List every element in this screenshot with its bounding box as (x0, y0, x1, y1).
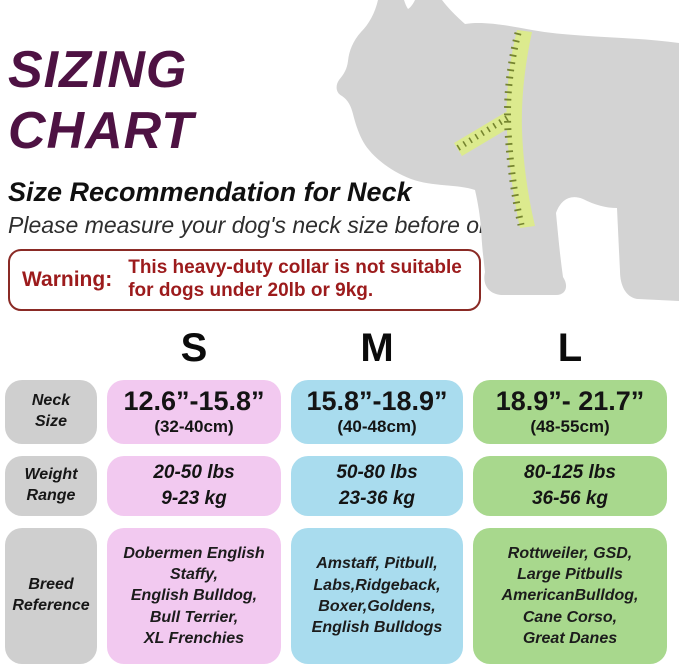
page-title-line1: SIZING (8, 41, 188, 99)
dog-body-shape (336, 0, 679, 301)
dog-silhouette-icon (334, 0, 679, 312)
row-label-neck-size: Neck Size (5, 380, 97, 444)
measuring-tape-vertical (506, 30, 535, 228)
breed-list-s: Dobermen English Staffy, English Bulldog… (123, 544, 265, 647)
page-title: SIZING CHART (8, 40, 194, 162)
table-corner-spacer (5, 324, 97, 368)
size-header-l: L (557, 326, 583, 370)
subtitle: Size Recommendation for Neck (8, 177, 412, 207)
weight-kg-s: 9-23 kg (161, 488, 227, 509)
neck-size-cell-s: 12.6”-15.8” (32-40cm) (107, 380, 281, 444)
breed-reference-cell-s: Dobermen English Staffy, English Bulldog… (107, 528, 281, 664)
neck-size-cell-l: 18.9”- 21.7” (48-55cm) (473, 380, 667, 444)
row-label-weight-range: Weight Range (5, 456, 97, 516)
neck-size-cm-s: (32-40cm) (154, 417, 234, 437)
neck-size-inches-l: 18.9”- 21.7” (495, 386, 645, 417)
tape-tick-marks-diagonal (456, 114, 511, 151)
weight-lbs-m: 50-80 lbs (336, 462, 418, 484)
neck-size-cell-m: 15.8”-18.9” (40-48cm) (291, 380, 463, 444)
warning-text: This heavy-duty collar is not suitable f… (128, 257, 462, 301)
weight-lbs-s: 20-50 lbs (153, 462, 235, 484)
weight-kg-l: 36-56 kg (531, 488, 609, 509)
breed-list-l: Rottweiler, GSD, Large Pitbulls American… (501, 544, 639, 647)
neck-size-cm-l: (48-55cm) (530, 417, 610, 437)
breed-reference-cell-l: Rottweiler, GSD, Large Pitbulls American… (473, 528, 667, 664)
weight-range-cell-m: 50-80 lbs 23-36 kg (291, 456, 463, 516)
warning-label: Warning: (22, 268, 113, 291)
weight-range-cell-s: 20-50 lbs 9-23 kg (107, 456, 281, 516)
weight-range-cell-l: 80-125 lbs 36-56 kg (473, 456, 667, 516)
measure-note: Please measure your dog's neck size befo… (8, 212, 551, 238)
neck-size-cm-m: (40-48cm) (337, 417, 417, 437)
weight-kg-m: 23-36 kg (338, 488, 416, 509)
size-table: S M L Neck Size 12.6”-15.8” (32-40cm) 15… (5, 324, 667, 664)
size-header-m: M (360, 326, 394, 370)
breed-reference-cell-m: Amstaff, Pitbull, Labs,Ridgeback, Boxer,… (291, 528, 463, 664)
page-title-line2: CHART (8, 102, 195, 160)
neck-size-inches-s: 12.6”-15.8” (123, 386, 265, 417)
weight-lbs-l: 80-125 lbs (524, 462, 616, 484)
warning-box: Warning: This heavy-duty collar is not s… (8, 249, 481, 311)
dog-silhouette-svg (336, 0, 679, 301)
row-label-breed-reference: Breed Reference (5, 528, 97, 664)
neck-size-inches-m: 15.8”-18.9” (306, 386, 448, 417)
size-header-s: S (180, 326, 208, 370)
breed-list-m: Amstaff, Pitbull, Labs,Ridgeback, Boxer,… (311, 555, 443, 637)
